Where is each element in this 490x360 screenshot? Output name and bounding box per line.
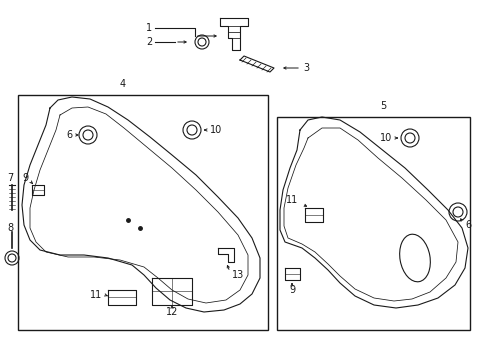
Text: 13: 13 [232,270,244,280]
Text: 4: 4 [120,79,126,89]
Text: 6: 6 [465,220,471,230]
Text: 7: 7 [7,173,13,183]
Text: 3: 3 [303,63,309,73]
Text: 12: 12 [166,307,178,317]
Text: 8: 8 [7,223,13,233]
Text: 6: 6 [66,130,72,140]
Text: 1: 1 [146,23,152,33]
Text: 5: 5 [380,101,386,111]
Text: 10: 10 [380,133,392,143]
Text: 9: 9 [22,173,28,183]
Bar [18,95,268,330]
Text: 10: 10 [210,125,222,135]
Bar [277,117,470,330]
Text: 2: 2 [146,37,152,47]
Text: 11: 11 [286,195,298,205]
Text: 9: 9 [289,285,295,295]
Text: 11: 11 [90,290,102,300]
